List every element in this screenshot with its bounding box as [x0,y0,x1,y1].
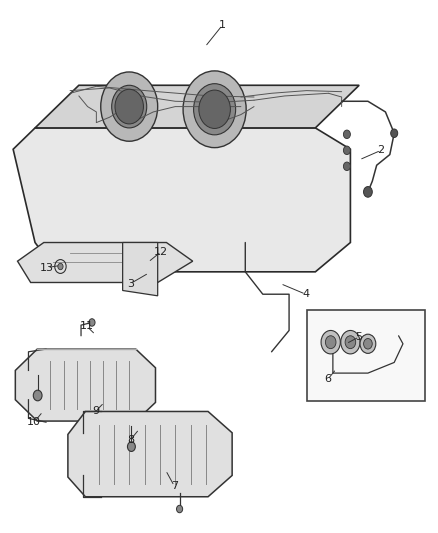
Text: 10: 10 [27,417,41,427]
Text: 4: 4 [302,289,309,299]
Polygon shape [15,349,155,421]
Bar [307,310,425,401]
Circle shape [391,129,398,138]
Circle shape [33,390,42,401]
Circle shape [199,90,230,128]
Text: 3: 3 [127,279,134,288]
Circle shape [194,84,236,135]
Circle shape [343,146,350,155]
Circle shape [101,72,158,141]
Text: 8: 8 [127,435,134,445]
Text: 12: 12 [154,247,168,256]
Polygon shape [35,85,359,128]
Circle shape [341,330,360,354]
Polygon shape [68,411,232,497]
Text: 6: 6 [324,375,331,384]
Circle shape [364,187,372,197]
Circle shape [89,319,95,326]
Text: 2: 2 [378,146,385,155]
Circle shape [112,85,147,128]
Circle shape [183,71,246,148]
Polygon shape [123,243,158,296]
Circle shape [343,130,350,139]
Text: 13: 13 [40,263,54,272]
Circle shape [343,162,350,171]
Circle shape [325,336,336,349]
Text: 9: 9 [92,407,99,416]
Circle shape [177,505,183,513]
Polygon shape [13,128,350,272]
Circle shape [364,338,372,349]
Circle shape [58,263,63,270]
Circle shape [345,336,356,349]
Circle shape [321,330,340,354]
Circle shape [115,89,143,124]
Text: 1: 1 [219,20,226,30]
Circle shape [360,334,376,353]
Text: 11: 11 [80,321,94,331]
Text: 7: 7 [171,481,178,491]
Text: 5: 5 [356,332,363,342]
Circle shape [127,442,135,451]
Polygon shape [18,243,193,282]
